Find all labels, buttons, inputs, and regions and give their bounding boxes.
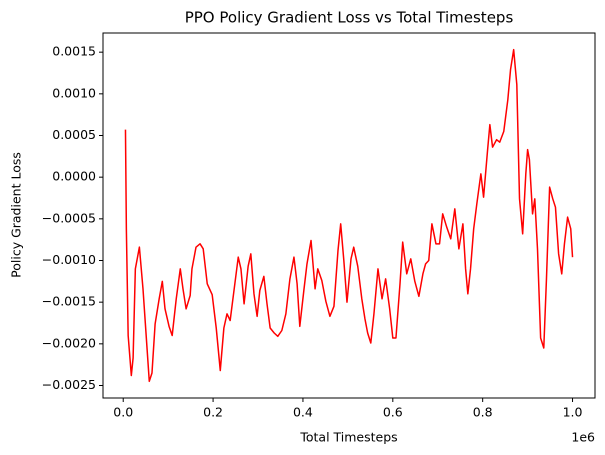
y-tick-label: −0.0025 <box>42 377 96 392</box>
plot-frame <box>102 32 596 399</box>
y-tick-label: 0.0015 <box>52 44 96 59</box>
y-tick-label: 0.0005 <box>52 127 96 142</box>
y-axis-label: Policy Gradient Loss <box>9 152 24 278</box>
x-tick-label: 0.8 <box>473 405 493 420</box>
y-tick-label: −0.0015 <box>42 294 96 309</box>
x-tick-label: 0.2 <box>203 405 223 420</box>
y-tick-label: 0.0000 <box>52 169 96 184</box>
y-tick-label: 0.0010 <box>52 85 96 100</box>
x-tick-label: 0.4 <box>293 405 313 420</box>
y-tick-label: −0.0005 <box>42 210 96 225</box>
x-axis-label: Total Timesteps <box>299 430 397 445</box>
y-tick-label: −0.0010 <box>42 252 96 267</box>
x-offset-text: 1e6 <box>571 430 595 445</box>
x-tick-label: 1.0 <box>563 405 583 420</box>
x-tick-label: 0.0 <box>113 405 133 420</box>
data-line <box>124 48 574 383</box>
chart-title: PPO Policy Gradient Loss vs Total Timest… <box>185 9 514 27</box>
y-tick-label: −0.0020 <box>42 335 96 350</box>
x-tick-label: 0.6 <box>383 405 403 420</box>
